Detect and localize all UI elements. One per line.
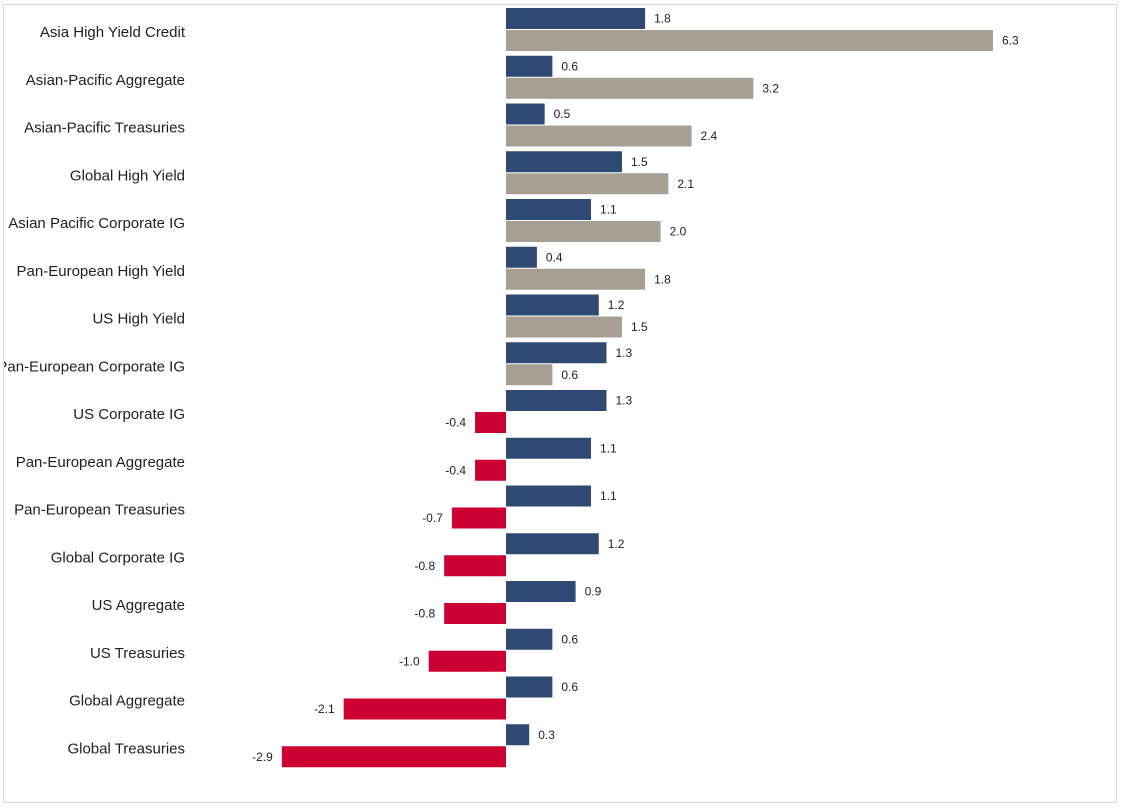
bar-series-2: [343, 698, 506, 720]
bar-series-2: [506, 173, 669, 195]
data-label: 2.0: [670, 225, 687, 239]
data-label: 1.8: [654, 12, 671, 26]
bar-series-1: [506, 199, 592, 220]
data-label: 1.1: [600, 489, 617, 503]
bar-series-2: [506, 364, 553, 386]
category-label: US High Yield: [92, 311, 185, 328]
category-label: Asian-Pacific Treasuries: [24, 120, 185, 137]
category-label: Global High Yield: [70, 167, 185, 184]
chart-frame: Asia High Yield Credit Asian-Pacific Aggr…: [3, 4, 1117, 803]
category-label: Pan-European Corporate IG: [4, 358, 185, 375]
category-label: Asia High Yield Credit: [40, 24, 186, 41]
data-label: 2.4: [701, 129, 718, 143]
category-label: Asian-Pacific Aggregate: [26, 72, 185, 89]
bar-series-2: [506, 268, 646, 290]
data-label: 0.6: [561, 368, 578, 382]
bar-series-1: [506, 437, 592, 459]
data-label: 1.8: [654, 272, 671, 286]
data-label: 1.2: [608, 298, 625, 312]
data-label: 0.6: [561, 680, 578, 694]
bar-series-1: [506, 246, 537, 268]
data-label: 3.2: [762, 81, 779, 95]
category-label: Asian Pacific Corporate IG: [8, 215, 185, 232]
data-label: -2.1: [314, 702, 335, 716]
bar-chart: Asia High Yield Credit Asian-Pacific Aggr…: [4, 8, 1019, 768]
bar-series-2: [428, 650, 506, 672]
data-label: -0.8: [414, 607, 435, 621]
category-label: Pan-European Treasuries: [14, 502, 185, 519]
category-label: US Corporate IG: [73, 406, 185, 423]
data-label: 2.1: [677, 177, 694, 191]
bar-series-2: [475, 412, 506, 433]
bar-series-2: [506, 77, 754, 99]
data-label: 6.3: [1002, 34, 1019, 48]
category-label: US Treasuries: [90, 645, 185, 662]
data-label: 1.1: [600, 441, 617, 455]
data-label: 1.5: [631, 155, 648, 169]
data-label: 0.9: [585, 585, 602, 599]
bar-series-1: [506, 581, 576, 602]
bars-layer: [281, 8, 993, 768]
data-label: -0.4: [445, 416, 466, 430]
data-label: -1.0: [399, 654, 420, 668]
data-label: 0.5: [554, 107, 571, 121]
bar-series-1: [506, 676, 553, 698]
data-label: 0.6: [561, 632, 578, 646]
bar-series-1: [506, 342, 607, 364]
data-label: -2.9: [252, 750, 273, 764]
bar-series-2: [506, 30, 993, 51]
category-label: Global Aggregate: [69, 693, 185, 710]
bar-series-1: [506, 103, 545, 125]
bar-series-2: [506, 316, 622, 338]
bar-series-1: [506, 533, 599, 555]
bar-series-1: [506, 151, 622, 173]
bar-series-2: [444, 555, 506, 577]
bar-series-2: [281, 746, 506, 768]
data-label: 1.3: [615, 394, 632, 408]
bar-series-1: [506, 8, 646, 29]
data-label: 1.3: [615, 346, 632, 360]
category-label: Global Corporate IG: [51, 549, 185, 566]
data-label: 1.5: [631, 320, 648, 334]
data-label: 1.2: [608, 537, 625, 551]
data-label: -0.4: [445, 463, 466, 477]
bar-series-2: [451, 507, 506, 529]
data-label: 0.3: [538, 728, 555, 742]
bar-series-1: [506, 724, 530, 746]
bar-series-2: [506, 125, 692, 147]
bar-series-1: [506, 628, 553, 650]
bar-series-1: [506, 485, 592, 507]
category-label: US Aggregate: [92, 597, 185, 614]
category-label: Pan-European Aggregate: [16, 454, 185, 471]
category-labels: Asia High Yield Credit Asian-Pacific Aggr…: [4, 24, 186, 757]
data-label: 0.6: [561, 59, 578, 73]
bar-series-1: [506, 55, 553, 77]
value-labels: 1.8 6.3 0.6 3.2 0.5 2.4 1.5 2.1 1.1 2.0 0.4 1.8 1.2 1…: [252, 12, 1019, 764]
data-label: 1.1: [600, 203, 617, 217]
category-label: Global Treasuries: [67, 740, 185, 757]
data-label: -0.7: [422, 511, 443, 525]
bar-series-2: [506, 221, 661, 242]
data-label: -0.8: [414, 559, 435, 573]
bar-series-1: [506, 390, 607, 411]
bar-series-2: [475, 459, 506, 481]
bar-series-1: [506, 294, 599, 316]
category-label: Pan-European High Yield: [17, 263, 185, 280]
data-label: 0.4: [546, 250, 563, 264]
bar-series-2: [444, 603, 506, 624]
